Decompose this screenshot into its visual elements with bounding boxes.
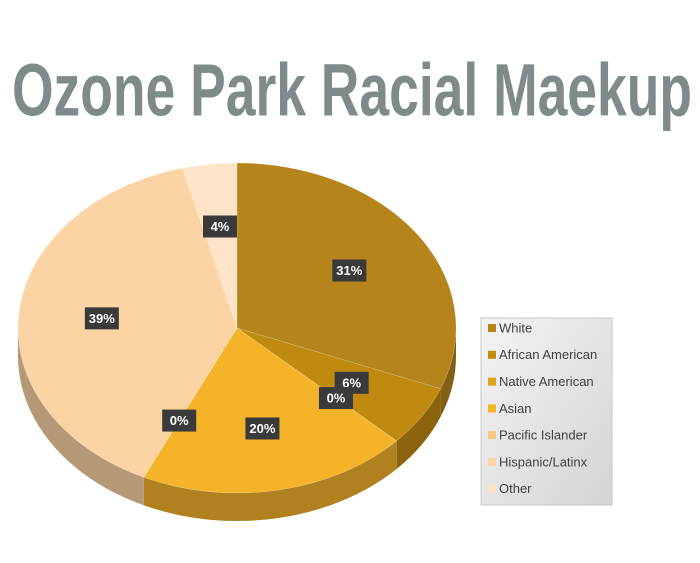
data-label: 39%	[89, 311, 115, 326]
pie-slice	[143, 327, 398, 494]
legend-swatch	[488, 324, 496, 332]
legend-label: African American	[499, 347, 597, 362]
legend-label: Asian	[499, 401, 532, 416]
legend-swatch	[488, 377, 496, 386]
pie-slice	[236, 327, 397, 442]
pie-slice	[182, 162, 238, 329]
pie-slice	[17, 167, 238, 478]
pie-side	[440, 328, 456, 417]
legend-label: White	[499, 320, 532, 335]
legend-swatch	[488, 350, 496, 359]
data-label-box	[318, 387, 353, 410]
data-label: 6%	[342, 375, 361, 390]
legend-swatch	[488, 431, 496, 440]
legend-label: Other	[499, 481, 532, 496]
data-label: 20%	[249, 421, 275, 436]
legend-label: Pacific Islander	[499, 428, 588, 443]
legend-box	[480, 317, 613, 506]
data-label: 31%	[336, 263, 362, 278]
legend-label: Hispanic/Latinx	[499, 454, 588, 469]
pie-side	[18, 328, 144, 506]
legend-swatch	[488, 484, 496, 493]
pie-side	[143, 440, 397, 522]
legend-swatch	[488, 404, 496, 413]
legend-swatch	[488, 458, 496, 466]
data-label-box	[84, 307, 119, 330]
data-label: 0%	[327, 390, 346, 405]
data-label: 0%	[170, 413, 189, 428]
data-label-box	[162, 409, 197, 432]
pie-side	[396, 388, 441, 469]
data-label-box	[332, 259, 367, 282]
data-label-box	[245, 417, 280, 440]
data-label-box	[202, 215, 237, 238]
legend-label: Native American	[499, 374, 594, 389]
chart-title: Ozone Park Racial Maekup	[12, 49, 692, 132]
data-label: 4%	[211, 219, 230, 234]
